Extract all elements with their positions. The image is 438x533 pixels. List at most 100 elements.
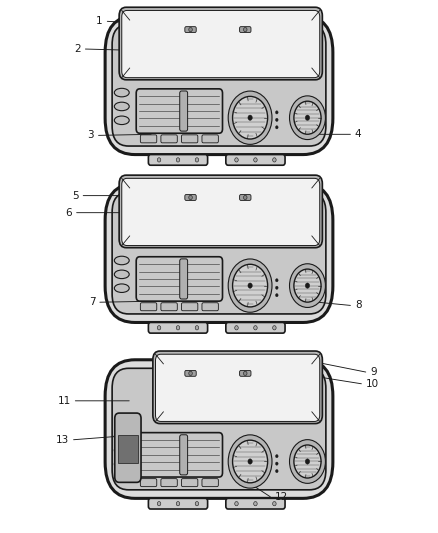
- Circle shape: [305, 115, 310, 120]
- FancyBboxPatch shape: [105, 16, 333, 155]
- FancyBboxPatch shape: [185, 370, 196, 376]
- Circle shape: [248, 459, 252, 464]
- Ellipse shape: [114, 256, 129, 265]
- FancyBboxPatch shape: [105, 184, 333, 322]
- FancyBboxPatch shape: [119, 7, 322, 80]
- FancyBboxPatch shape: [115, 413, 141, 482]
- FancyBboxPatch shape: [240, 370, 251, 376]
- FancyBboxPatch shape: [181, 479, 198, 487]
- Circle shape: [272, 502, 276, 506]
- Ellipse shape: [114, 460, 129, 469]
- FancyBboxPatch shape: [105, 360, 333, 498]
- FancyBboxPatch shape: [148, 498, 208, 509]
- Ellipse shape: [114, 284, 129, 293]
- FancyBboxPatch shape: [240, 195, 251, 200]
- Circle shape: [176, 502, 180, 506]
- Circle shape: [248, 283, 252, 288]
- FancyBboxPatch shape: [202, 135, 219, 143]
- Circle shape: [294, 445, 321, 478]
- Ellipse shape: [114, 88, 129, 97]
- Text: 8: 8: [355, 301, 361, 310]
- Circle shape: [195, 502, 199, 506]
- Circle shape: [244, 196, 247, 200]
- FancyBboxPatch shape: [202, 479, 219, 487]
- FancyBboxPatch shape: [140, 303, 157, 311]
- Circle shape: [176, 158, 180, 162]
- Circle shape: [294, 101, 321, 134]
- Bar: [118, 435, 138, 463]
- FancyBboxPatch shape: [112, 192, 326, 314]
- FancyBboxPatch shape: [181, 135, 198, 143]
- Text: 12: 12: [275, 492, 288, 502]
- Circle shape: [233, 440, 268, 483]
- FancyBboxPatch shape: [161, 479, 177, 487]
- Circle shape: [272, 326, 276, 330]
- FancyBboxPatch shape: [185, 27, 196, 33]
- Circle shape: [233, 264, 268, 307]
- Circle shape: [228, 259, 272, 312]
- Text: 2: 2: [74, 44, 81, 54]
- Circle shape: [272, 158, 276, 162]
- Circle shape: [290, 440, 325, 483]
- FancyBboxPatch shape: [140, 479, 157, 487]
- Circle shape: [254, 326, 257, 330]
- Circle shape: [195, 326, 199, 330]
- FancyBboxPatch shape: [161, 303, 177, 311]
- Text: 13: 13: [56, 435, 69, 445]
- Circle shape: [157, 502, 161, 506]
- Circle shape: [157, 158, 161, 162]
- FancyBboxPatch shape: [136, 257, 223, 301]
- FancyBboxPatch shape: [136, 433, 223, 477]
- Circle shape: [290, 96, 325, 140]
- FancyBboxPatch shape: [240, 27, 251, 33]
- Circle shape: [276, 126, 278, 129]
- Circle shape: [195, 158, 199, 162]
- Circle shape: [294, 269, 321, 302]
- FancyBboxPatch shape: [180, 259, 187, 299]
- Circle shape: [235, 326, 238, 330]
- Text: 4: 4: [355, 130, 361, 139]
- Circle shape: [276, 279, 278, 282]
- Circle shape: [276, 118, 278, 122]
- FancyBboxPatch shape: [148, 155, 208, 165]
- FancyBboxPatch shape: [136, 89, 223, 133]
- Circle shape: [244, 371, 247, 375]
- Circle shape: [228, 91, 272, 144]
- Circle shape: [189, 196, 192, 200]
- Ellipse shape: [114, 116, 129, 125]
- Circle shape: [244, 28, 247, 32]
- Circle shape: [233, 96, 268, 139]
- Circle shape: [290, 264, 325, 308]
- FancyBboxPatch shape: [202, 303, 219, 311]
- FancyBboxPatch shape: [226, 498, 285, 509]
- Circle shape: [276, 286, 278, 289]
- FancyBboxPatch shape: [148, 322, 208, 333]
- FancyBboxPatch shape: [119, 175, 322, 248]
- Circle shape: [305, 283, 310, 288]
- Circle shape: [189, 28, 192, 32]
- Circle shape: [254, 158, 257, 162]
- FancyBboxPatch shape: [226, 322, 285, 333]
- Ellipse shape: [114, 446, 129, 455]
- Circle shape: [276, 455, 278, 458]
- FancyBboxPatch shape: [180, 91, 187, 131]
- FancyBboxPatch shape: [122, 179, 320, 246]
- FancyBboxPatch shape: [122, 11, 320, 78]
- Circle shape: [176, 326, 180, 330]
- Circle shape: [157, 326, 161, 330]
- FancyBboxPatch shape: [112, 368, 326, 490]
- FancyBboxPatch shape: [161, 135, 177, 143]
- Ellipse shape: [114, 432, 129, 441]
- FancyBboxPatch shape: [153, 351, 322, 424]
- Circle shape: [228, 435, 272, 488]
- Text: 7: 7: [89, 297, 95, 307]
- Text: 5: 5: [72, 191, 79, 200]
- FancyBboxPatch shape: [140, 135, 157, 143]
- Text: 10: 10: [366, 379, 379, 389]
- Ellipse shape: [114, 270, 129, 279]
- Text: 6: 6: [66, 208, 72, 217]
- FancyBboxPatch shape: [112, 25, 326, 146]
- Circle shape: [276, 462, 278, 465]
- Circle shape: [305, 459, 310, 464]
- FancyBboxPatch shape: [226, 155, 285, 165]
